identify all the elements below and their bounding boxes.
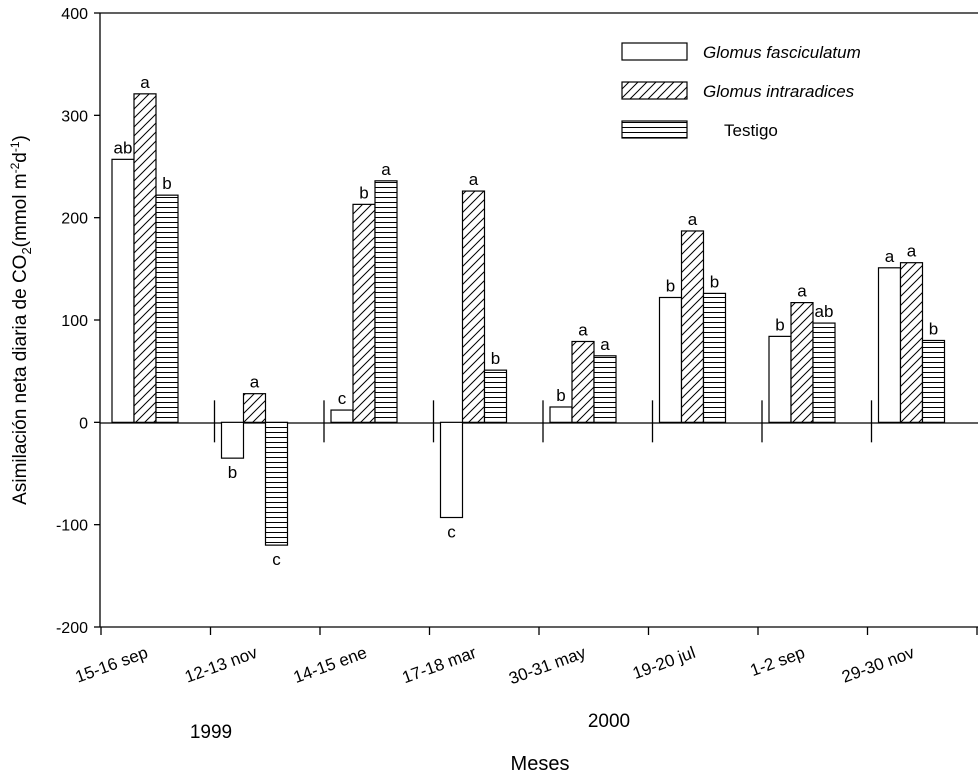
significance-letter: a xyxy=(688,210,698,229)
bar-glomus-fasciculatum xyxy=(330,409,354,423)
x-tick-label: 1-2 sep xyxy=(748,643,808,680)
bar-glomus-fasciculatum xyxy=(877,267,902,423)
year-label-2000: 2000 xyxy=(588,711,630,732)
bar-glomus-fasciculatum xyxy=(220,421,245,459)
significance-letter: b xyxy=(710,272,719,291)
bar-glomus-fasciculatum xyxy=(439,421,464,519)
bar-testigo xyxy=(374,180,398,423)
significance-letter: b xyxy=(556,386,565,405)
significance-letter: b xyxy=(929,319,938,338)
significance-letter: b xyxy=(359,183,368,202)
significance-letter: b xyxy=(162,174,171,193)
y-tick-label: -200 xyxy=(56,620,88,637)
significance-letter: a xyxy=(140,73,150,92)
significance-letter: b xyxy=(491,349,500,368)
significance-letter: b xyxy=(228,463,237,482)
x-tick-label: 17-18 mar xyxy=(400,643,480,687)
significance-letter: ab xyxy=(815,302,834,321)
x-axis-label: Meses xyxy=(511,753,570,775)
significance-letter: a xyxy=(250,373,260,392)
significance-letter: a xyxy=(885,247,895,266)
legend-swatch-glomus-fasciculatum xyxy=(621,42,688,61)
bar-glomus-fasciculatum xyxy=(658,296,683,423)
significance-letter: c xyxy=(447,523,456,542)
bar-glomus-intraradices xyxy=(790,302,814,423)
legend-label-testigo: Testigo xyxy=(724,121,778,140)
bar-testigo xyxy=(483,369,508,423)
bar-glomus-intraradices xyxy=(133,93,157,423)
significance-letter: a xyxy=(578,320,588,339)
bar-glomus-fasciculatum xyxy=(549,406,573,423)
bar-glomus-intraradices xyxy=(680,230,705,423)
bar-glomus-intraradices xyxy=(242,393,267,423)
y-tick-label: 0 xyxy=(79,415,88,432)
bar-glomus-intraradices xyxy=(461,190,486,423)
significance-letter: b xyxy=(666,276,675,295)
significance-letter: a xyxy=(797,282,807,301)
bar-glomus-fasciculatum xyxy=(111,158,135,423)
x-tick-label: 30-31 may xyxy=(506,643,588,688)
x-tick-label: 14-15 ene xyxy=(291,643,369,687)
y-tick-label: 200 xyxy=(61,211,88,228)
y-tick-label: 400 xyxy=(61,6,88,23)
x-tick-label: 12-13 nov xyxy=(182,643,260,687)
bar-testigo xyxy=(812,322,836,423)
y-tick-label: -100 xyxy=(56,518,88,535)
significance-letter: b xyxy=(775,315,784,334)
significance-letter: ab xyxy=(114,138,133,157)
x-tick-label: 29-30 nov xyxy=(839,643,917,687)
significance-letter: c xyxy=(338,389,347,408)
x-tick-label: 19-20 jul xyxy=(630,643,698,683)
bar-testigo xyxy=(155,194,179,423)
bar-glomus-intraradices xyxy=(352,203,376,423)
y-tick-label: 300 xyxy=(61,108,88,125)
bar-testigo xyxy=(593,355,617,423)
y-axis-label: Asimilación neta diaria de CO2(mmol m-2d… xyxy=(8,135,34,505)
significance-letter: c xyxy=(272,550,281,569)
bar-glomus-intraradices xyxy=(899,262,924,423)
bar-glomus-intraradices xyxy=(571,340,595,423)
legend-swatch-testigo xyxy=(621,120,688,139)
legend-label-glomus-intraradices: Glomus intraradices xyxy=(703,82,855,101)
bar-testigo xyxy=(264,421,289,546)
significance-letter: a xyxy=(907,242,917,261)
bar-glomus-fasciculatum xyxy=(768,335,792,423)
year-label-1999: 1999 xyxy=(190,722,232,743)
legend-label-glomus-fasciculatum: Glomus fasciculatum xyxy=(703,43,861,62)
significance-letter: a xyxy=(600,335,610,354)
significance-letter: a xyxy=(469,170,479,189)
significance-letter: a xyxy=(381,160,391,179)
bar-testigo xyxy=(921,339,946,423)
bar-testigo xyxy=(702,292,727,423)
legend: Glomus fasciculatum Glomus intraradices … xyxy=(621,42,861,140)
x-tick-label: 15-16 sep xyxy=(73,643,151,687)
y-tick-label: 100 xyxy=(61,313,88,330)
legend-swatch-glomus-intraradices xyxy=(621,81,688,100)
